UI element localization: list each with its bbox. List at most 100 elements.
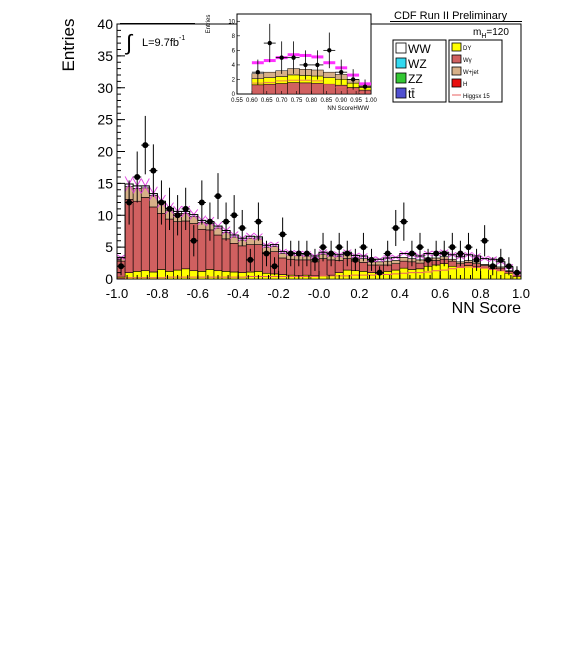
bar-dy-23 — [302, 274, 312, 280]
legend-label-right-3: H — [463, 82, 467, 88]
bar-dy-43 — [464, 265, 473, 280]
bar-w-13 — [221, 238, 231, 272]
data-point-21 — [287, 250, 294, 257]
legend-swatch-3 — [395, 87, 407, 99]
inset-bar-base-4 — [299, 82, 312, 95]
bar-dy-15 — [237, 272, 247, 280]
bar-dy-31 — [367, 272, 376, 280]
data-point-19 — [271, 263, 278, 270]
inset-histogram — [251, 23, 372, 95]
total-background-outline — [116, 183, 521, 279]
bar-wjet-3 — [140, 187, 150, 198]
bar-w-17 — [254, 244, 263, 272]
inset-data-point-3 — [291, 55, 296, 60]
bar-w-14 — [229, 243, 239, 273]
bar-w-2 — [132, 200, 142, 272]
bar-dy-45 — [480, 267, 489, 280]
y-tick-label-3: 15 — [97, 175, 113, 191]
bar-w-30 — [359, 262, 368, 272]
data-point-6 — [166, 205, 173, 212]
bar-dy-33 — [383, 271, 393, 280]
legend-label-right-1: Wγ — [463, 58, 472, 64]
legend-label-left-2: ZZ — [408, 72, 423, 86]
inset-data-point-0 — [255, 69, 261, 75]
inset-x-tick-label-2: 0.65 — [261, 98, 273, 104]
y-tick-label-2: 10 — [97, 207, 113, 223]
data-point-39 — [433, 250, 440, 257]
integral-symbol: ∫ — [124, 30, 134, 55]
data-point-2 — [134, 174, 141, 180]
inset-axes: 0.55 0.60 0.65 0.70 0.75 0.80 0.85 0.90 0.95 1.00… — [228, 19, 377, 104]
x-tick-label-10: 1.0 — [512, 286, 530, 301]
x-tick-label-5: -0.0 — [308, 286, 330, 301]
y-axis-title: Entries — [59, 19, 78, 72]
x-axis-title: NN Score — [452, 300, 521, 317]
x-tick-label-0: -1.0 — [106, 286, 128, 301]
legend-label-right-2: W+jet — [463, 70, 479, 76]
inset-y-tick-label-2: 4 — [232, 63, 236, 69]
main-histogram — [116, 115, 522, 280]
data-point-32 — [376, 269, 383, 276]
x-tick-label-9: 0.8 — [472, 286, 490, 301]
inset-data-point-7 — [339, 69, 344, 75]
bar-dy-28 — [342, 269, 352, 280]
inset-bar-mid-2 — [275, 76, 288, 84]
legend-label-left-0: WW — [408, 42, 431, 56]
bar-dy-41 — [447, 265, 457, 280]
data-point-29 — [352, 256, 359, 263]
bar-dy-14 — [229, 271, 239, 280]
legend-label-right-0: DY — [463, 46, 471, 52]
bar-w-43 — [464, 262, 473, 266]
legend-swatch-right-0 — [451, 42, 462, 52]
inset-data-point-2 — [279, 55, 284, 60]
data-point-40 — [441, 250, 448, 257]
bar-w-37 — [415, 262, 425, 270]
data-point-48 — [505, 263, 512, 270]
legend-swatch-right-1 — [451, 54, 462, 64]
data-point-30 — [360, 244, 367, 251]
data-point-28 — [344, 250, 351, 257]
inset-y-tick-label-0: 0 — [232, 92, 236, 98]
data-point-26 — [328, 250, 335, 257]
legend-swatch-2 — [395, 72, 407, 84]
data-point-1 — [126, 199, 133, 206]
data-point-17 — [255, 218, 262, 225]
bar-dy-9 — [189, 270, 199, 280]
inset-data-point-1 — [267, 40, 272, 46]
data-point-15 — [239, 225, 246, 231]
higgs-x15-line — [117, 266, 521, 279]
bar-dy-36 — [407, 269, 417, 280]
bar-wjet-34 — [391, 260, 401, 265]
experiment-header: CDF Run II Preliminary mH=120 — [390, 10, 522, 40]
bar-w-35 — [399, 260, 409, 269]
data-point-45 — [481, 237, 488, 244]
legend-label-right-4: Higgsx 15 — [463, 94, 490, 100]
inset-data-point-6 — [327, 48, 332, 53]
bar-w-27 — [334, 260, 344, 273]
inset-bar-top-1 — [263, 71, 276, 78]
y-tick-label-5: 25 — [97, 112, 113, 128]
data-point-5 — [158, 199, 165, 206]
data-point-42 — [457, 250, 464, 257]
y-tick-label-0: 0 — [105, 271, 113, 287]
x-tick-label-1: -0.8 — [146, 286, 168, 301]
inset-bar-mid-1 — [263, 77, 276, 85]
x-tick-label-3: -0.4 — [227, 286, 249, 301]
data-point-49 — [513, 269, 520, 276]
data-point-44 — [473, 256, 480, 263]
legend-swatch-0 — [395, 42, 407, 54]
data-point-37 — [417, 244, 423, 251]
inset-x-tick-label-3: 0.70 — [276, 98, 288, 104]
main-axes: -1.0 -0.8 -0.6 -0.4 -0.2 -0.0 0.2 0.4 0.6 0.8 1.00… — [97, 16, 530, 301]
inset-bar-mid-3 — [287, 74, 300, 83]
y-tick-label-6: 30 — [97, 80, 113, 96]
bar-wjet-19 — [270, 246, 279, 252]
bar-w-20 — [278, 257, 287, 275]
inset-y-tick-label-1: 2 — [232, 77, 236, 83]
legend-swatch-right-2 — [451, 66, 462, 76]
legend-swatch-right-3 — [451, 78, 462, 88]
data-point-27 — [336, 244, 343, 251]
bar-w-41 — [447, 260, 457, 267]
